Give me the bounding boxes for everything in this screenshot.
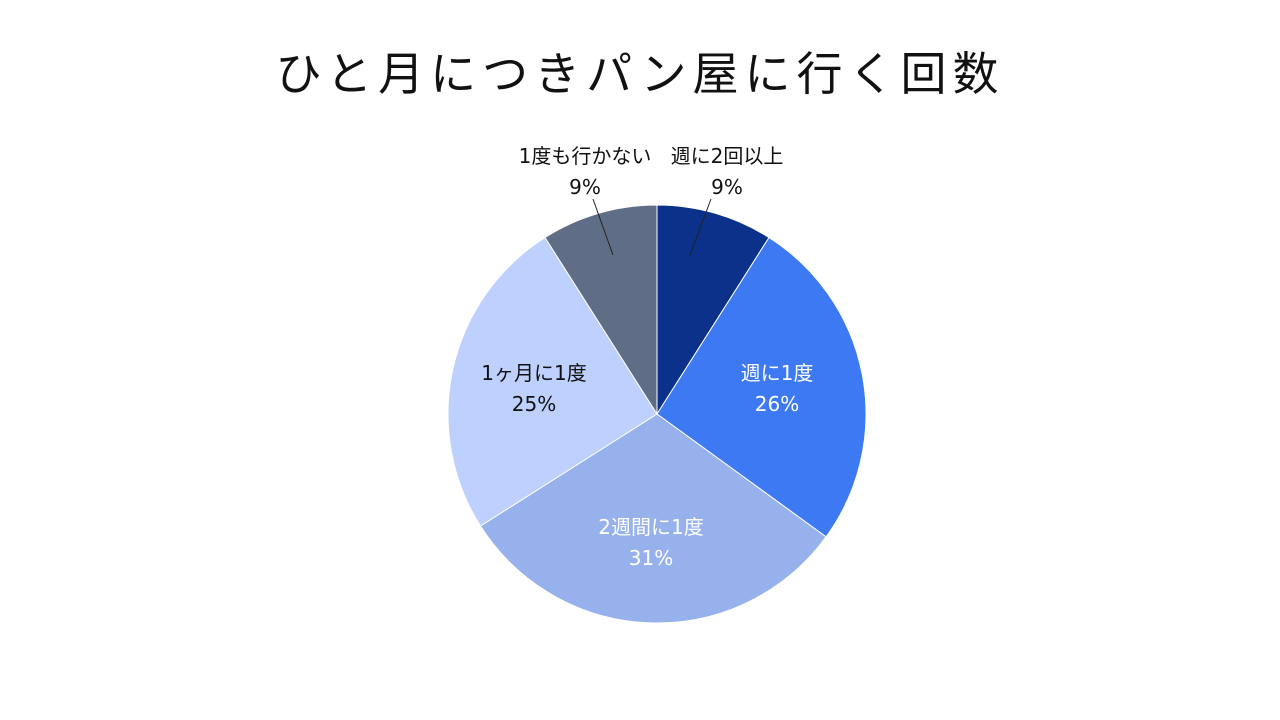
leader-line <box>689 198 712 256</box>
leader-lines <box>592 198 712 256</box>
pie-slice <box>656 204 770 416</box>
slice-value-label: 25% <box>512 392 556 416</box>
slice-value-label: 9% <box>711 175 743 199</box>
slice-label: 2週間に1度 <box>598 515 703 539</box>
leader-line <box>592 198 614 256</box>
slice-value-label: 31% <box>629 546 673 570</box>
pie-slice <box>656 236 867 538</box>
slice-label: 週に1度 <box>741 361 814 385</box>
slice-label: 1度も行かない <box>519 144 652 168</box>
slice-value-label: 9% <box>569 175 601 199</box>
slice-labels: 週に2回以上 9% 週に1度 26% 2週間に1度 31% 1ヶ月に1度 25% 1度も行かない… <box>481 144 813 570</box>
pie-slice <box>447 236 658 527</box>
slice-label: 1ヶ月に1度 <box>481 361 586 385</box>
slice-value-label: 26% <box>755 392 799 416</box>
chart-title: ひと月につきパン屋に行く回数 <box>275 47 1005 101</box>
pie-slice <box>479 413 827 624</box>
pie-slices <box>447 204 867 624</box>
pie-slice <box>544 204 658 416</box>
slice-label: 週に2回以上 <box>671 144 784 168</box>
